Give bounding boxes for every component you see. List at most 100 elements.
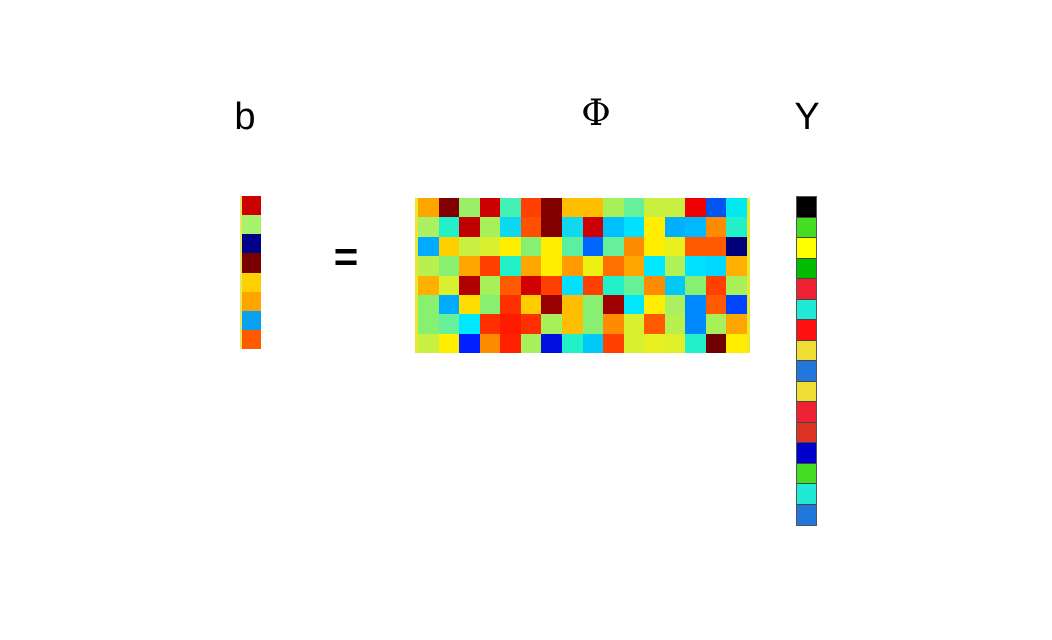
matrix-phi-cell bbox=[726, 236, 747, 257]
matrix-phi-cell bbox=[561, 333, 583, 353]
matrix-phi-cell bbox=[685, 198, 706, 218]
vector-y-cell bbox=[797, 484, 816, 505]
matrix-phi-cell bbox=[541, 275, 562, 295]
matrix-phi-cell bbox=[582, 256, 604, 276]
matrix-phi-cell bbox=[438, 275, 460, 295]
matrix-phi-cell bbox=[520, 256, 542, 276]
matrix-phi-cell bbox=[438, 333, 460, 353]
matrix-phi-cell bbox=[726, 294, 747, 315]
matrix-phi-cell bbox=[644, 256, 665, 276]
matrix-phi-cell bbox=[459, 236, 480, 257]
matrix-phi-cell bbox=[479, 217, 501, 237]
matrix-phi-cell bbox=[726, 198, 747, 218]
matrix-phi-cell bbox=[644, 198, 665, 218]
matrix-phi-cell bbox=[459, 256, 480, 276]
matrix-phi-cell bbox=[520, 236, 542, 257]
matrix-phi-cell bbox=[603, 314, 624, 334]
matrix-phi-cell bbox=[520, 275, 542, 295]
matrix-phi-cell bbox=[726, 256, 747, 276]
matrix-phi-cell bbox=[561, 217, 583, 237]
matrix-phi-cell bbox=[541, 256, 562, 276]
matrix-phi-cell bbox=[623, 198, 645, 218]
matrix-phi-cell bbox=[418, 333, 439, 353]
matrix-phi-cell bbox=[479, 294, 501, 315]
matrix-phi-cell bbox=[603, 333, 624, 353]
vector-y-cell bbox=[797, 381, 816, 402]
matrix-phi-cell bbox=[726, 333, 747, 353]
matrix-phi-cell bbox=[726, 217, 747, 237]
matrix-phi-cell bbox=[582, 314, 604, 334]
matrix-phi-cell bbox=[418, 236, 439, 257]
vector-b-cell bbox=[242, 291, 261, 311]
matrix-phi-cell bbox=[603, 256, 624, 276]
vector-y-cell bbox=[797, 443, 816, 464]
matrix-phi-cell bbox=[520, 217, 542, 237]
matrix-phi-cell bbox=[520, 294, 542, 315]
vector-y-cell bbox=[797, 463, 816, 484]
matrix-phi-cell bbox=[541, 217, 562, 237]
matrix-phi-cell bbox=[541, 314, 562, 334]
matrix-phi-cell bbox=[479, 275, 501, 295]
matrix-phi-cell bbox=[479, 256, 501, 276]
vector-y-cell bbox=[797, 299, 816, 320]
matrix-phi-cell bbox=[644, 333, 665, 353]
matrix-phi-cell bbox=[438, 294, 460, 315]
matrix-phi-cell bbox=[644, 236, 665, 257]
matrix-phi-cell bbox=[418, 198, 439, 218]
matrix-phi-cell bbox=[582, 333, 604, 353]
matrix-phi-cell bbox=[438, 314, 460, 334]
vector-b-cell bbox=[242, 272, 261, 292]
matrix-phi-cell bbox=[500, 256, 521, 276]
matrix-phi-cell bbox=[705, 236, 727, 257]
matrix-phi-cell bbox=[561, 314, 583, 334]
vector-b-cell bbox=[242, 253, 261, 273]
matrix-phi-cell bbox=[438, 198, 460, 218]
matrix-phi-cell bbox=[705, 275, 727, 295]
matrix-phi-cell bbox=[561, 294, 583, 315]
vector-b-cell bbox=[242, 215, 261, 235]
matrix-phi-cell bbox=[664, 333, 686, 353]
matrix-phi-cell bbox=[500, 314, 521, 334]
matrix-phi-cell bbox=[664, 294, 686, 315]
matrix-phi-cell bbox=[479, 198, 501, 218]
vector-y-cell bbox=[797, 279, 816, 300]
vector-b-label: b bbox=[234, 96, 256, 138]
matrix-phi-cell bbox=[623, 236, 645, 257]
matrix-phi-cell bbox=[644, 275, 665, 295]
matrix-phi-cell bbox=[418, 275, 439, 295]
vector-b-cell bbox=[242, 234, 261, 254]
matrix-phi-cell bbox=[500, 333, 521, 353]
matrix-phi-cell bbox=[582, 294, 604, 315]
vector-y-cell bbox=[797, 197, 816, 218]
matrix-phi-cell bbox=[685, 275, 706, 295]
matrix-phi-cell bbox=[561, 275, 583, 295]
matrix-phi-cell bbox=[664, 314, 686, 334]
vector-y-cell bbox=[797, 422, 816, 443]
matrix-phi-cell bbox=[520, 333, 542, 353]
matrix-phi-cell bbox=[418, 217, 439, 237]
matrix-phi-cell bbox=[459, 294, 480, 315]
matrix-phi-cell bbox=[685, 294, 706, 315]
matrix-phi-cell bbox=[459, 314, 480, 334]
matrix-phi-cell bbox=[705, 314, 727, 334]
matrix-phi-cell bbox=[438, 256, 460, 276]
matrix-phi-cell bbox=[705, 217, 727, 237]
matrix-phi-cell bbox=[603, 294, 624, 315]
matrix-phi-cell bbox=[459, 275, 480, 295]
vector-y-cell bbox=[797, 320, 816, 341]
matrix-phi-cell bbox=[664, 198, 686, 218]
matrix-phi-cell bbox=[561, 236, 583, 257]
matrix-phi-cell bbox=[705, 256, 727, 276]
matrix-phi-cell bbox=[500, 236, 521, 257]
vector-y bbox=[796, 196, 817, 526]
matrix-phi-cell bbox=[726, 275, 747, 295]
matrix-phi-cell bbox=[520, 314, 542, 334]
matrix-phi-cell bbox=[541, 236, 562, 257]
matrix-phi-cell bbox=[685, 256, 706, 276]
vector-b-cell bbox=[242, 310, 261, 330]
vector-b-cell bbox=[242, 329, 261, 349]
matrix-phi-cell bbox=[664, 275, 686, 295]
matrix-phi-cell bbox=[705, 333, 727, 353]
matrix-phi-cell bbox=[685, 333, 706, 353]
matrix-phi-cell bbox=[603, 217, 624, 237]
